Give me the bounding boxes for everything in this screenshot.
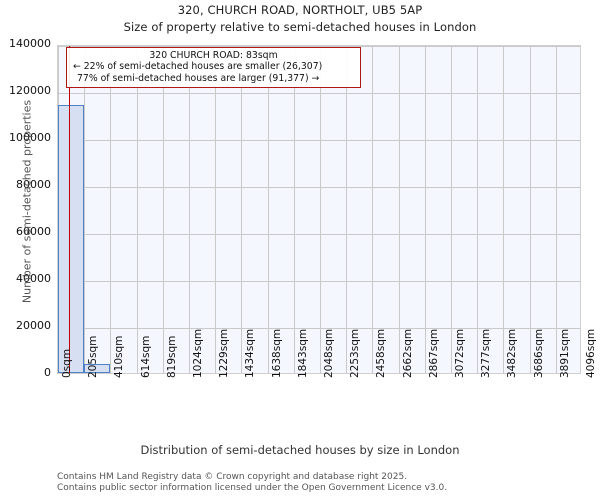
property-size-marker-line	[68, 46, 71, 373]
gridline-vertical	[346, 46, 348, 373]
x-axis-title: Distribution of semi-detached houses by …	[140, 443, 460, 457]
x-axis-tick-label: 1229sqm	[218, 328, 231, 378]
x-axis-tick-label: 1024sqm	[192, 328, 204, 378]
bar-series	[58, 46, 580, 373]
y-axis-tick-label: 100000	[9, 131, 51, 144]
y-axis-tick-label: 60000	[16, 225, 51, 238]
footer-attribution: Contains HM Land Registry data © Crown c…	[57, 472, 597, 494]
annotation-line-2: ← 22% of semi-detached houses are smalle…	[73, 61, 323, 73]
x-axis-tick-label: 205sqm	[87, 335, 100, 378]
gridline-horizontal	[58, 46, 580, 47]
gridline-horizontal	[58, 93, 580, 94]
gridline-vertical	[293, 46, 295, 373]
gridline-vertical	[555, 46, 557, 373]
gridline-vertical	[529, 46, 531, 373]
y-axis-tick-label: 120000	[9, 84, 51, 97]
annotation-line-1: 320 CHURCH ROAD: 83sqm	[149, 50, 278, 61]
y-axis-tick-label: 40000	[16, 272, 51, 285]
property-annotation-box: 320 CHURCH ROAD: 83sqm ← 22% of semi-det…	[66, 47, 361, 88]
gridline-vertical	[136, 46, 138, 373]
x-axis-tick-label: 3891sqm	[558, 328, 571, 378]
x-axis-tick-label: 410sqm	[113, 335, 126, 378]
gridline-vertical	[241, 46, 243, 373]
gridline-horizontal	[58, 281, 580, 282]
plot-area	[57, 45, 581, 374]
bar	[84, 364, 111, 373]
x-axis-tick-label: 2253sqm	[349, 328, 362, 378]
y-axis-tick-label: 0	[44, 366, 51, 379]
gridline-vertical	[477, 46, 479, 373]
gridline-vertical	[189, 46, 190, 373]
gridline-horizontal	[58, 140, 580, 141]
gridline-vertical	[372, 46, 374, 373]
x-axis-tick-label: 2048sqm	[323, 328, 335, 378]
y-axis-title: Number of semi-detached properties	[20, 99, 34, 304]
x-axis-tick-label: 3072sqm	[454, 328, 466, 378]
x-axis-tick-label: 2867sqm	[427, 328, 440, 378]
x-axis-tick-label: 3482sqm	[506, 328, 519, 378]
x-axis-tick-label: 1638sqm	[270, 328, 283, 378]
gridline-vertical	[451, 46, 452, 373]
x-axis-tick-label: 3686sqm	[532, 328, 545, 378]
gridline-vertical	[503, 46, 505, 373]
x-axis-tick-label: 4096sqm	[585, 328, 597, 378]
gridline-vertical	[162, 46, 164, 373]
y-axis-tick-label: 80000	[16, 178, 51, 191]
gridline-vertical	[398, 46, 400, 373]
footer-line-2: Contains public sector information licen…	[57, 483, 448, 493]
bar	[58, 105, 85, 373]
x-axis-tick-label: 0sqm	[61, 348, 73, 378]
annotation-line-3: 77% of semi-detached houses are larger (…	[77, 72, 320, 84]
page-title: 320, CHURCH ROAD, NORTHOLT, UB5 5AP	[177, 3, 423, 17]
x-axis-tick-label: 2662sqm	[401, 328, 414, 378]
x-axis-tick-label: 1843sqm	[296, 328, 309, 378]
x-axis-tick-label: 614sqm	[139, 335, 152, 378]
gridline-vertical	[267, 46, 269, 373]
x-axis-tick-label: 2458sqm	[375, 328, 388, 378]
gridline-vertical	[84, 46, 86, 373]
gridline-horizontal	[58, 328, 580, 329]
gridline-vertical	[110, 46, 112, 373]
y-axis-tick-label: 140000	[9, 37, 51, 50]
gridline-vertical	[215, 46, 217, 373]
y-axis-tick-label: 20000	[16, 319, 51, 332]
x-axis-tick-label: 3277sqm	[480, 328, 493, 378]
x-axis-tick-label: 819sqm	[165, 335, 178, 378]
x-axis-tick-label: 1434sqm	[244, 328, 257, 378]
gridline-vertical	[320, 46, 321, 373]
gridline-vertical	[424, 46, 426, 373]
gridline-horizontal	[58, 234, 580, 235]
chart-subtitle: Size of property relative to semi-detach…	[123, 20, 477, 34]
footer-line-1: Contains HM Land Registry data © Crown c…	[57, 472, 408, 482]
gridline-horizontal	[58, 187, 580, 188]
